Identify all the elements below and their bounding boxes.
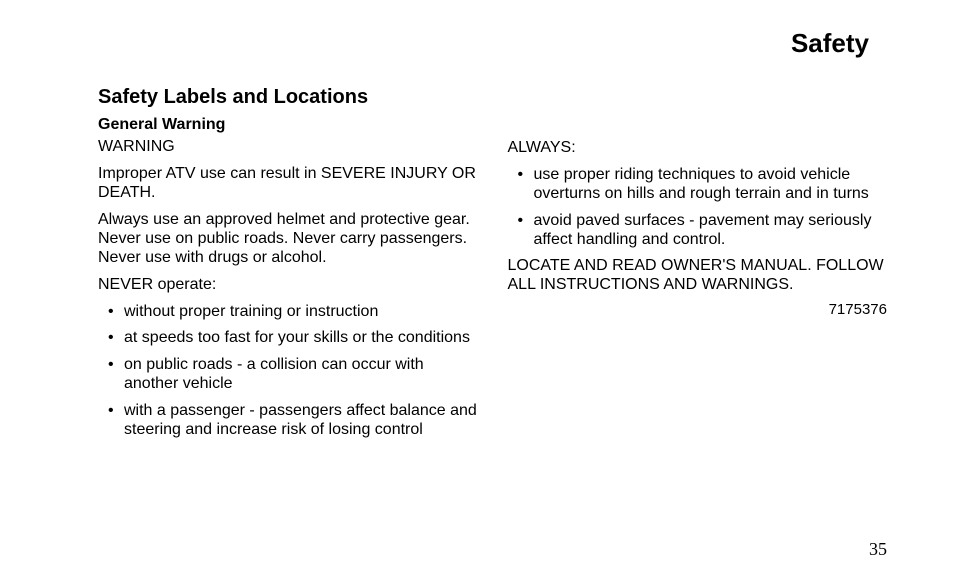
list-item: at speeds too fast for your skills or th… bbox=[112, 329, 478, 348]
page: Safety Safety Labels and Locations Gener… bbox=[0, 0, 954, 588]
part-number: 7175376 bbox=[508, 301, 888, 319]
paragraph-3: LOCATE AND READ OWNER'S MANUAL. FOLLOW A… bbox=[508, 257, 888, 295]
never-list: without proper training or instruction a… bbox=[98, 303, 478, 440]
list-item: use proper riding techniques to avoid ve… bbox=[522, 166, 888, 204]
left-column: Safety Labels and Locations General Warn… bbox=[98, 86, 478, 448]
paragraph-1: Improper ATV use can result in SEVERE IN… bbox=[98, 165, 478, 203]
list-item: avoid paved surfaces - pavement may seri… bbox=[522, 212, 888, 250]
list-item: on public roads - a collision can occur … bbox=[112, 356, 478, 394]
section-title: Safety Labels and Locations bbox=[98, 86, 478, 110]
paragraph-2: Always use an approved helmet and protec… bbox=[98, 211, 478, 268]
right-column: ALWAYS: use proper riding techniques to … bbox=[508, 86, 888, 448]
list-item: with a passenger - passengers affect bal… bbox=[112, 402, 478, 440]
warning-label: WARNING bbox=[98, 138, 478, 157]
always-label: ALWAYS: bbox=[508, 139, 888, 158]
never-label: NEVER operate: bbox=[98, 276, 478, 295]
always-list: use proper riding techniques to avoid ve… bbox=[508, 166, 888, 250]
content-area: Safety Labels and Locations General Warn… bbox=[98, 86, 887, 448]
list-item: without proper training or instruction bbox=[112, 303, 478, 322]
page-number: 35 bbox=[869, 539, 887, 560]
header-title: Safety bbox=[791, 28, 869, 59]
section-subtitle: General Warning bbox=[98, 116, 478, 135]
